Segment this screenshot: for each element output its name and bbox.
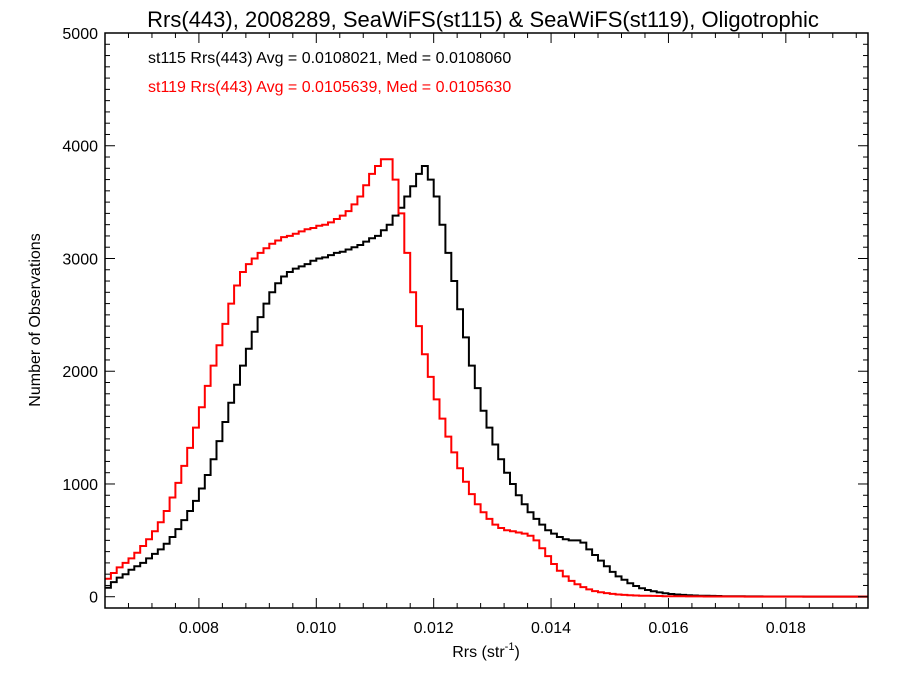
- y-axis-ticks: 0 1000 2000 3000 4000 5000: [62, 26, 868, 607]
- y-axis-label: Number of Observations: [27, 233, 44, 406]
- x-axis-label-suffix: ): [514, 644, 519, 661]
- plot-frame: [104, 32, 869, 609]
- plot-area: 0.008 0.010 0.012 0.014 0.016 0.018 0 1000 2000…: [62, 26, 869, 637]
- y-tick-label: 2000: [62, 364, 98, 381]
- x-axis-label-superscript: -1: [505, 641, 515, 653]
- series-line-st115: [105, 165, 868, 598]
- x-axis-label-main: Rrs (str: [452, 644, 505, 661]
- y-tick-label: 4000: [62, 139, 98, 156]
- x-tick-label: 0.008: [179, 620, 219, 637]
- annotation-st115: st115 Rrs(443) Avg = 0.0108021, Med = 0.…: [148, 50, 511, 67]
- x-tick-label: 0.018: [766, 620, 806, 637]
- x-tick-label: 0.012: [414, 620, 454, 637]
- chart-title: Rrs(443), 2008289, SeaWiFS(st115) & SeaW…: [147, 7, 819, 32]
- series-layer: [105, 158, 868, 598]
- y-tick-label: 0: [89, 590, 98, 607]
- x-tick-label: 0.014: [531, 620, 571, 637]
- annotation-st119: st119 Rrs(443) Avg = 0.0105639, Med = 0.…: [148, 79, 511, 96]
- x-axis-label: Rrs (str-1): [452, 641, 520, 661]
- y-tick-label: 1000: [62, 477, 98, 494]
- series-line-st119: [105, 158, 868, 598]
- y-tick-label: 3000: [62, 251, 98, 268]
- x-tick-label: 0.016: [648, 620, 688, 637]
- x-axis-ticks: 0.008 0.010 0.012 0.014 0.016 0.018: [104, 33, 857, 637]
- y-tick-label: 5000: [62, 26, 98, 43]
- x-tick-label: 0.010: [296, 620, 336, 637]
